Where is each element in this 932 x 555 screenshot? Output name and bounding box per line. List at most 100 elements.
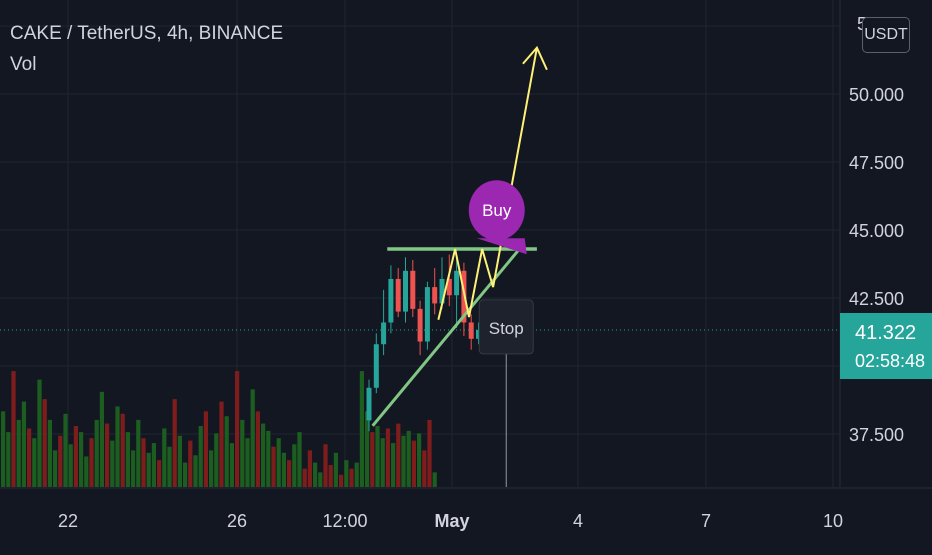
volume-bar bbox=[224, 416, 229, 487]
volume-bars bbox=[1, 371, 437, 487]
volume-bar bbox=[219, 401, 224, 487]
volume-bar bbox=[53, 450, 58, 487]
time-tick-label: 26 bbox=[227, 511, 247, 531]
volume-bar bbox=[125, 432, 130, 487]
volume-bar bbox=[250, 389, 255, 487]
currency-button[interactable]: USDT bbox=[862, 17, 910, 53]
volume-bar bbox=[370, 432, 375, 487]
current-price-badge: 41.322 02:58:48 bbox=[840, 313, 932, 379]
volume-bar bbox=[318, 472, 323, 487]
grid-lines bbox=[0, 0, 840, 487]
volume-bar bbox=[313, 462, 318, 487]
volume-bar bbox=[261, 423, 266, 487]
candle-body bbox=[388, 278, 394, 323]
volume-bar bbox=[333, 452, 338, 487]
projection-path bbox=[437, 47, 538, 320]
volume-bar bbox=[245, 438, 250, 487]
volume-bar bbox=[99, 391, 104, 487]
candle-body bbox=[424, 287, 430, 342]
volume-bar bbox=[302, 468, 307, 487]
price-tick-label: 45.000 bbox=[849, 221, 904, 241]
volume-bar bbox=[198, 426, 203, 487]
volume-bar bbox=[349, 468, 354, 487]
volume-bar bbox=[167, 446, 172, 487]
volume-bar bbox=[188, 440, 193, 487]
volume-bar bbox=[68, 444, 73, 487]
symbol-title: CAKE / TetherUS, 4h, BINANCE bbox=[10, 23, 284, 44]
time-tick-label: May bbox=[434, 511, 469, 531]
price-tick-label: 47.500 bbox=[849, 153, 904, 173]
volume-bar bbox=[287, 460, 292, 487]
volume-bar bbox=[281, 452, 286, 487]
volume-bar bbox=[193, 455, 198, 487]
volume-bar bbox=[84, 456, 89, 487]
volume-bar bbox=[328, 465, 333, 487]
volume-bar bbox=[32, 438, 37, 487]
chart-legend: CAKE / TetherUS, 4h, BINANCE Vol bbox=[10, 24, 283, 74]
volume-bar bbox=[323, 444, 328, 487]
time-tick-label: 22 bbox=[58, 511, 78, 531]
stop-box bbox=[478, 299, 534, 355]
volume-bar bbox=[365, 411, 370, 487]
volume-bar bbox=[177, 435, 182, 487]
volume-bar bbox=[297, 432, 302, 487]
volume-bar bbox=[209, 450, 214, 487]
volume-bar bbox=[339, 474, 344, 487]
candle-body bbox=[417, 308, 423, 342]
volume-bar bbox=[141, 438, 146, 487]
volume-bar bbox=[203, 411, 208, 487]
volume-bar bbox=[110, 440, 115, 487]
time-tick-label: 12:00 bbox=[322, 511, 367, 531]
volume-bar bbox=[6, 432, 11, 487]
candle-body bbox=[381, 322, 387, 345]
volume-bar bbox=[21, 401, 26, 487]
volume-bar bbox=[157, 460, 162, 487]
volume-bar bbox=[266, 430, 271, 487]
volume-bar bbox=[47, 419, 52, 487]
volume-bar bbox=[359, 371, 364, 487]
price-tick-label: 50.000 bbox=[849, 85, 904, 105]
volume-bar bbox=[120, 413, 125, 487]
projection-arrowhead bbox=[522, 45, 548, 71]
volume-bar bbox=[396, 423, 401, 487]
candle-body bbox=[395, 278, 401, 312]
volume-bar bbox=[151, 443, 156, 487]
volume-bar bbox=[255, 411, 260, 487]
stop-label: Stop bbox=[489, 319, 524, 338]
volume-bar bbox=[27, 428, 32, 487]
volume-bar bbox=[385, 428, 390, 487]
time-tick-label: 10 bbox=[823, 511, 843, 531]
candle-body bbox=[439, 278, 445, 304]
volume-bar bbox=[276, 438, 281, 487]
price-tick-label: 42.500 bbox=[849, 289, 904, 309]
candle-body bbox=[373, 344, 379, 388]
volume-bar bbox=[214, 433, 219, 487]
buy-bubble bbox=[468, 180, 525, 241]
buy-bubble-tail bbox=[476, 238, 527, 255]
drawings: Buy Stop bbox=[371, 45, 548, 487]
volume-bar bbox=[11, 371, 16, 487]
volume-bar bbox=[1, 411, 6, 487]
volume-bar bbox=[136, 419, 141, 487]
candle-body bbox=[403, 270, 408, 312]
price-tick-label: 37.500 bbox=[849, 425, 904, 445]
volume-bar bbox=[183, 462, 188, 487]
candle-body bbox=[432, 287, 438, 304]
volume-bar bbox=[94, 419, 99, 487]
volume-bar bbox=[240, 419, 245, 487]
volume-bar bbox=[79, 432, 84, 487]
volume-bar bbox=[73, 426, 78, 487]
volume-bar bbox=[427, 419, 432, 487]
time-tick-label: 7 bbox=[701, 511, 711, 531]
volume-bar bbox=[406, 430, 411, 487]
candle-countdown: 02:58:48 bbox=[855, 351, 926, 371]
time-axis-labels: 22 26 12:00 May 4 7 10 bbox=[58, 511, 843, 531]
time-tick-label: 4 bbox=[573, 511, 583, 531]
volume-bar bbox=[354, 462, 359, 487]
volume-bar bbox=[417, 433, 422, 487]
volume-label: Vol bbox=[10, 54, 37, 75]
volume-bar bbox=[411, 440, 416, 487]
volume-bar bbox=[162, 428, 167, 487]
